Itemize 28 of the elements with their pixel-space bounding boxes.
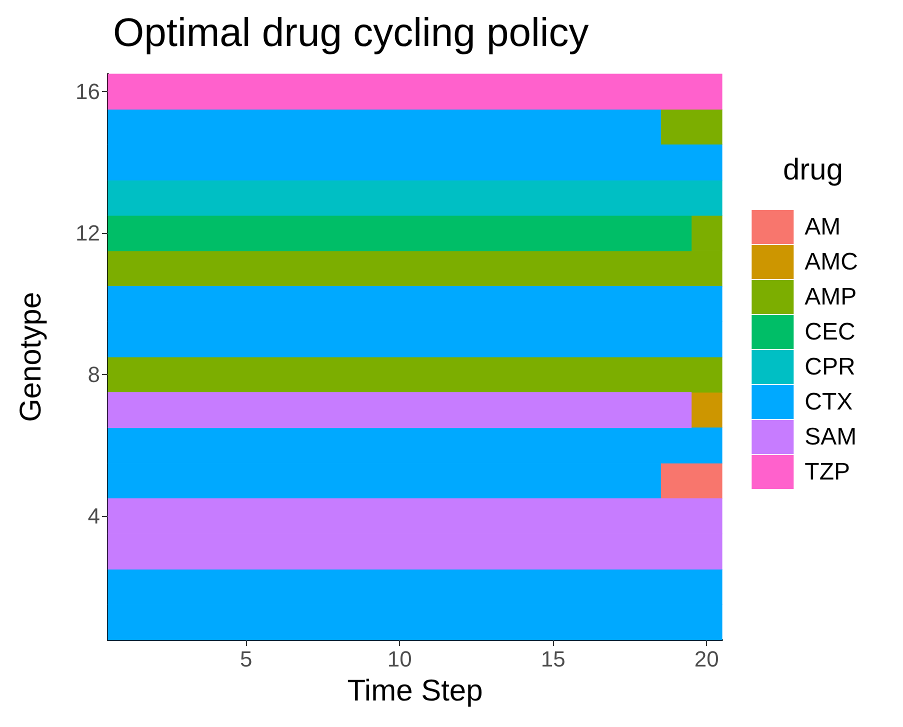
legend-label: AMP [804,284,857,310]
x-tick-label: 10 [387,646,412,672]
x-tick-label: 15 [540,646,566,672]
x-tick-label: 5 [240,646,252,672]
y-tick-label: 16 [76,79,100,104]
bar [108,392,692,428]
legend-label: CEC [804,318,856,346]
bar [108,74,722,110]
legend-label: CTX [804,388,853,416]
y-tick-label: 8 [88,362,100,388]
x-tick-label: 20 [694,646,719,672]
legend-label: AM [804,214,841,240]
y-tick-label: 4 [88,504,100,529]
bar [691,392,722,428]
legend-label: CPR [804,354,856,380]
legend-label: SAM [804,424,857,450]
bar [108,215,692,252]
chart-title: Optimal drug cycling policy [113,11,589,55]
legend-label: AMC [804,248,858,276]
bar [108,180,722,216]
x-axis-title: Time Step [347,674,483,708]
legend-label: TZP [804,458,850,486]
legend-title: drug [782,154,844,186]
bar [660,462,722,499]
y-axis-title: Genotype [14,292,48,422]
y-tick-label: 12 [76,220,100,246]
bar [108,356,722,393]
bar [660,109,722,146]
